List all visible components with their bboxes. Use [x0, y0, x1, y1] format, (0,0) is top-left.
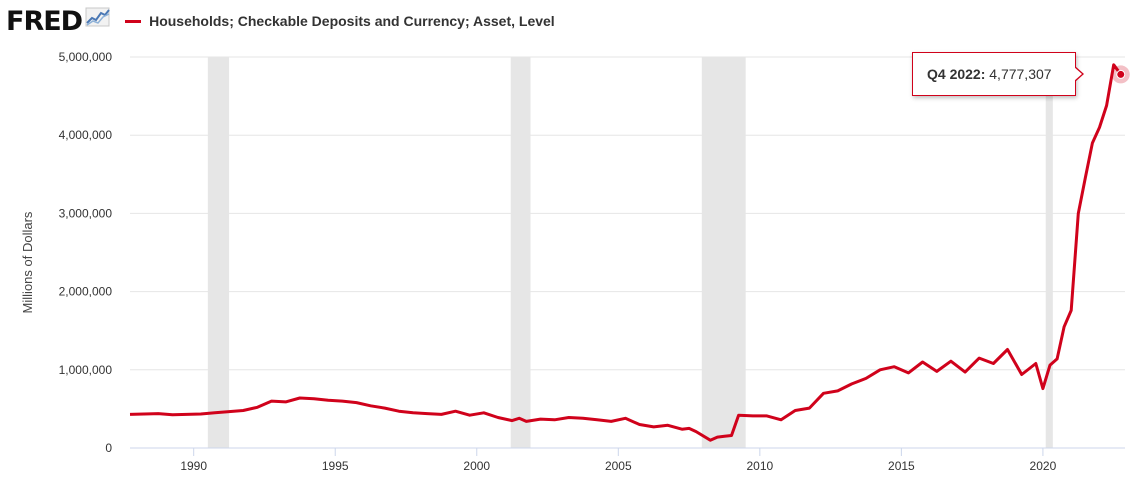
data-tooltip: Q4 2022: 4,777,307: [912, 52, 1076, 96]
x-tick-label: 2015: [888, 459, 915, 473]
legend-line-swatch: [125, 19, 142, 23]
tooltip-pointer-fill: [1074, 67, 1082, 81]
y-axis-title: Millions of Dollars: [20, 211, 35, 313]
x-tick-label: 1995: [322, 459, 349, 473]
hover-marker[interactable]: [1116, 69, 1126, 79]
series-title[interactable]: Households; Checkable Deposits and Curre…: [149, 13, 555, 29]
y-tick-label: 2,000,000: [59, 285, 113, 299]
gridlines: [130, 56, 1125, 371]
recession-shading: [207, 57, 1053, 448]
fred-logo[interactable]: FRED: [6, 5, 83, 37]
recession-band-1: [510, 57, 531, 448]
recession-band-0: [207, 57, 230, 448]
x-tick-label: 2020: [1030, 459, 1057, 473]
x-tick-label: 1990: [180, 459, 207, 473]
x-tick-label: 2005: [605, 459, 632, 473]
fred-logo-chart-icon: [85, 6, 111, 33]
y-tick-label: 3,000,000: [59, 206, 113, 220]
x-tick-label: 2000: [463, 459, 490, 473]
y-tick-label: 0: [105, 441, 112, 455]
chart-header: FRED Households; Checkable Deposits and …: [6, 4, 555, 38]
x-tick-label: 2010: [746, 459, 773, 473]
y-tick-label: 1,000,000: [59, 363, 113, 377]
y-tick-label: 4,000,000: [59, 128, 113, 142]
tooltip-text: Q4 2022: 4,777,307: [927, 66, 1052, 82]
series-line[interactable]: [129, 63, 1123, 442]
tooltip-period: Q4 2022:: [927, 66, 986, 82]
y-axis-ticks: 0 1,000,000 2,000,000 3,000,000 4,000,000 5,0…: [59, 50, 113, 455]
y-tick-label: 5,000,000: [59, 50, 113, 64]
tooltip-value: 4,777,307: [989, 66, 1052, 82]
x-axis-ticks: 1990 1995 2000 2005 2010 2015 2020: [180, 448, 1057, 473]
recession-band-3: [1045, 57, 1053, 448]
recession-band-2: [701, 57, 746, 448]
